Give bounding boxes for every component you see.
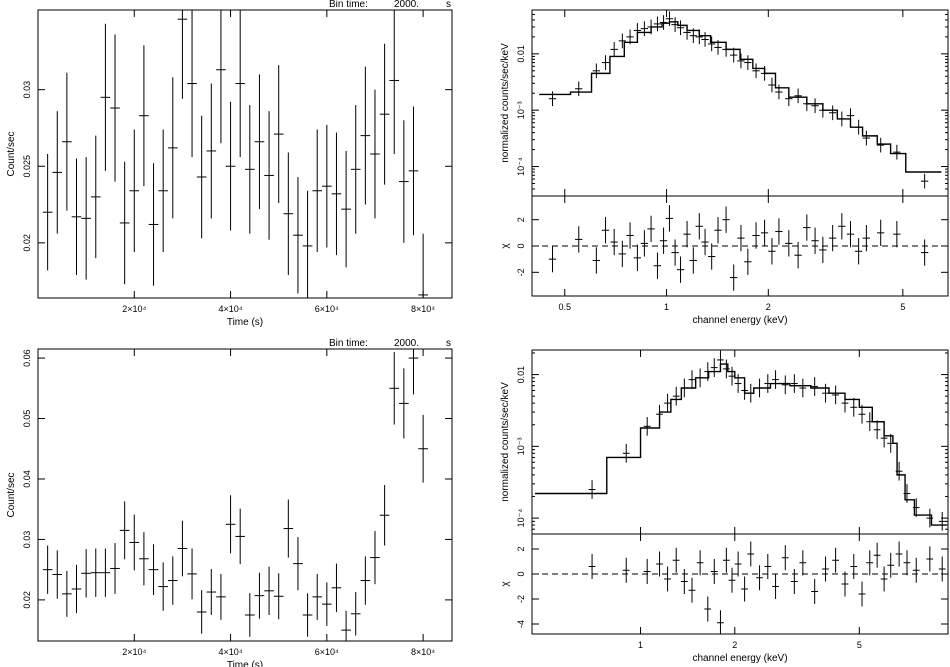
y-tick-label: 0.05 (22, 410, 32, 428)
x-axis-label: Time (s) (227, 317, 263, 328)
lightcurve-top-data (42, 10, 428, 298)
y-tick-label: 0.03 (22, 81, 32, 99)
spectrum-top-frame (531, 9, 949, 197)
lightcurve-top-frame (37, 9, 453, 299)
bin-time-unit: s (446, 0, 451, 10)
y-tick-label: 10⁻³ (516, 437, 526, 455)
bin-time-value: 2000. (394, 338, 419, 349)
bin-time-label: Bin time: (329, 0, 368, 10)
y-tick-label: 10⁻⁴ (516, 157, 526, 176)
model-line (534, 363, 947, 526)
x-tick-label: 5 (900, 302, 905, 312)
x-tick-label: 6×10⁴ (315, 304, 339, 314)
spectrum-top-axes: 10⁻⁴ 10⁻³ 0.01 normalized counts/sec/keV (500, 9, 949, 197)
y-axis-label: normalized counts/sec/keV (500, 382, 511, 502)
x-tick-label: 1 (664, 302, 669, 312)
model-line (539, 21, 942, 173)
residual-top-axes: 0.5 1 2 5 -2 0 2 χ channel energy (keV) (500, 195, 949, 326)
x-axis-label: channel energy (keV) (692, 653, 787, 664)
y-axis-label: normalized counts/sec/keV (500, 43, 511, 163)
spectrum-bottom-axes: 10⁻⁴ 10⁻³ 0.01 normalized counts/sec/keV (500, 349, 949, 535)
y-tick-label: 0.06 (22, 349, 32, 367)
lightcurve-bottom-axes: 2×10⁴ 4×10⁴ 6×10⁴ 8×10⁴ 0.02 0.03 0.04 0.05 0.06… (6, 348, 453, 667)
y-axis-label: Count/sec (6, 131, 17, 176)
x-tick-label: 2×10⁴ (122, 304, 146, 314)
y-tick-label: 0.04 (22, 470, 32, 488)
bin-time-label: Bin time: (329, 338, 368, 349)
y-tick-label: 0.03 (22, 531, 32, 549)
y-tick-label: 0.02 (22, 591, 32, 609)
spectrum-top-data (539, 11, 942, 189)
x-tick-label: 4×10⁴ (218, 647, 242, 657)
bin-time-value: 2000. (394, 0, 419, 10)
bin-time-unit: s (446, 338, 451, 349)
y-axis-label: χ (500, 243, 511, 249)
x-tick-label: 2×10⁴ (122, 647, 146, 657)
x-tick-label: 6×10⁴ (315, 647, 339, 657)
x-tick-label: 8×10⁴ (411, 304, 435, 314)
y-tick-label: 10⁻⁴ (516, 509, 526, 528)
residual-bottom-data (532, 541, 948, 634)
x-tick-label: 8×10⁴ (411, 647, 435, 657)
y-tick-label: 0 (516, 571, 526, 576)
y-tick-label: 0.02 (22, 234, 32, 252)
y-tick-label: -4 (516, 620, 526, 628)
x-tick-label: 5 (857, 640, 862, 650)
x-axis-label: channel energy (keV) (692, 315, 787, 326)
lightcurve-bottom-data (42, 349, 428, 641)
y-tick-label: 2 (516, 546, 526, 551)
y-tick-label: 0 (516, 243, 526, 248)
spectrum-bottom-data (534, 350, 947, 531)
y-tick-label: -2 (516, 595, 526, 603)
y-tick-label: 2 (516, 217, 526, 222)
y-tick-label: 10⁻³ (516, 101, 526, 119)
lightcurve-bottom-frame (37, 348, 453, 642)
x-tick-label: 0.5 (559, 302, 572, 312)
residual-bottom-axes: 1 2 5 -4 -2 0 2 χ channel energy (keV) (500, 533, 949, 664)
y-axis-label: χ (500, 581, 511, 587)
residual-bottom-frame (531, 533, 949, 635)
y-tick-label: -2 (516, 268, 526, 276)
x-axis-label: Time (s) (227, 660, 263, 667)
y-tick-label: 0.01 (516, 366, 526, 384)
y-tick-label: 0.025 (22, 155, 32, 178)
x-tick-label: 4×10⁴ (218, 304, 242, 314)
lightcurve-top-axes: 2×10⁴ 4×10⁴ 6×10⁴ 8×10⁴ 0.02 0.025 0.03 Count/s… (6, 9, 453, 328)
y-tick-label: 0.01 (516, 45, 526, 63)
x-tick-label: 2 (732, 640, 737, 650)
y-axis-label: Count/sec (6, 472, 17, 517)
x-tick-label: 1 (638, 640, 643, 650)
x-tick-label: 2 (766, 302, 771, 312)
residual-top-data (532, 205, 948, 291)
